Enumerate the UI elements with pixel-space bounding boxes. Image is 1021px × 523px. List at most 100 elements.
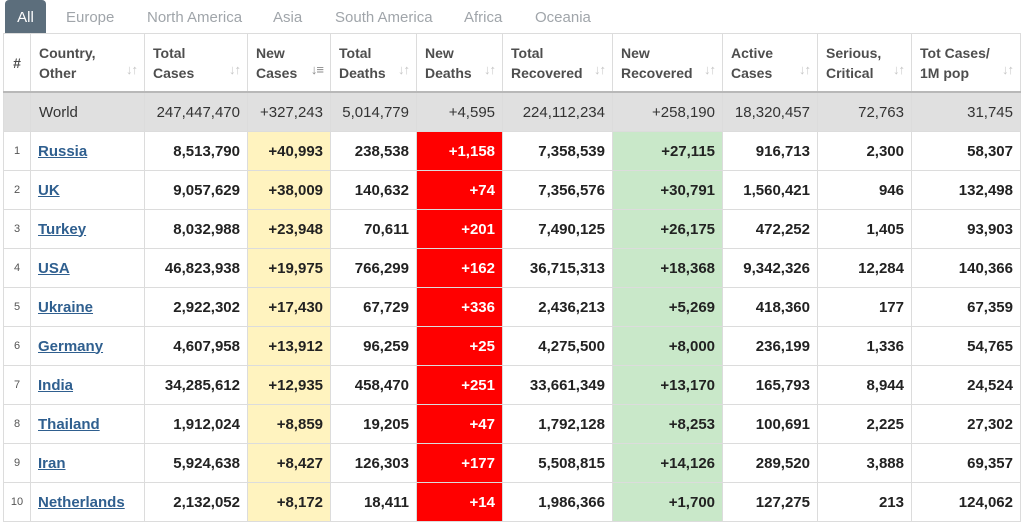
tot-cases-1m-cell: 69,357 (911, 443, 1021, 483)
serious-critical-cell: 3,888 (817, 443, 912, 483)
country-link[interactable]: Russia (38, 142, 88, 160)
country-link[interactable]: India (38, 376, 74, 394)
active-cases-cell: 9,342,326 (722, 248, 818, 288)
column-header-tot-cases-1m[interactable]: Tot Cases/ 1M pop ↓↑ (911, 33, 1021, 93)
rank-cell: 1 (3, 131, 31, 171)
column-header-new-recovered[interactable]: New Recovered ↓↑ (612, 33, 723, 93)
tot-cases-1m-cell: 132,498 (911, 170, 1021, 210)
new-deaths-cell: +177 (416, 443, 503, 483)
total-deaths-cell: 96,259 (330, 326, 417, 366)
table-row: 4 USA 46,823,938 +19,975 766,299 +162 36,715,3… (3, 248, 1021, 288)
column-header-label: Active Cases (731, 44, 774, 81)
new-cases-cell: +8,427 (247, 443, 331, 483)
rank-cell (3, 91, 31, 132)
country-link[interactable]: Ukraine (38, 298, 94, 316)
tab-north-america[interactable]: North America (147, 9, 243, 26)
sort-icon[interactable]: ↓↑ (893, 62, 905, 77)
sort-icon[interactable]: ↓↑ (398, 62, 410, 77)
serious-critical-cell: 2,225 (817, 404, 912, 444)
active-cases-cell: 127,275 (722, 482, 818, 522)
total-recovered-cell: 1,792,128 (502, 404, 613, 444)
total-deaths-cell: 238,538 (330, 131, 417, 171)
column-header-total-recovered[interactable]: Total Recovered ↓↑ (502, 33, 613, 93)
column-header-label: Serious, Critical (826, 44, 882, 81)
new-deaths-cell: +4,595 (416, 91, 503, 132)
country-link[interactable]: Iran (38, 454, 66, 472)
tab-south-america[interactable]: South America (335, 9, 433, 26)
tab-africa[interactable]: Africa (464, 9, 503, 26)
column-header-label: Tot Cases/ 1M pop (920, 44, 990, 81)
country-cell: Iran (30, 443, 145, 483)
serious-critical-cell: 2,300 (817, 131, 912, 171)
country-cell: India (30, 365, 145, 405)
total-deaths-cell: 67,729 (330, 287, 417, 327)
column-header-label: Total Recovered (511, 44, 583, 81)
country-link[interactable]: USA (38, 259, 70, 277)
active-cases-cell: 418,360 (722, 287, 818, 327)
sort-icon[interactable]: ↓↑ (594, 62, 606, 77)
new-cases-cell: +23,948 (247, 209, 331, 249)
column-header-new-deaths[interactable]: New Deaths ↓↑ (416, 33, 503, 93)
tab-oceania[interactable]: Oceania (535, 9, 591, 26)
new-deaths-cell: +336 (416, 287, 503, 327)
country-link[interactable]: Thailand (38, 415, 100, 433)
new-cases-cell: +40,993 (247, 131, 331, 171)
total-recovered-cell: 7,358,539 (502, 131, 613, 171)
total-cases-cell: 1,912,024 (144, 404, 248, 444)
total-recovered-cell: 7,490,125 (502, 209, 613, 249)
country-link[interactable]: Germany (38, 337, 104, 355)
total-recovered-cell: 1,986,366 (502, 482, 613, 522)
country-cell: Russia (30, 131, 145, 171)
country-link[interactable]: Turkey (38, 220, 87, 238)
sort-icon[interactable]: ↓↑ (229, 62, 241, 77)
table-row: 10 Netherlands 2,132,052 +8,172 18,411 +14 1,9… (3, 482, 1021, 522)
rank-cell: 9 (3, 443, 31, 483)
column-header-serious-critical[interactable]: Serious, Critical ↓↑ (817, 33, 912, 93)
sort-desc-icon[interactable]: ↓≡ (310, 62, 324, 77)
column-header-total-cases[interactable]: Total Cases ↓↑ (144, 33, 248, 93)
new-recovered-cell: +1,700 (612, 482, 723, 522)
table-header: # Country, Other ↓↑ Total Cases ↓↑ New Cases ↓… (3, 33, 1021, 93)
rank-cell: 8 (3, 404, 31, 444)
sort-icon[interactable]: ↓↑ (799, 62, 811, 77)
active-cases-cell: 1,560,421 (722, 170, 818, 210)
country-link[interactable]: Netherlands (38, 493, 125, 511)
column-header-new-cases[interactable]: New Cases ↓≡ (247, 33, 331, 93)
country-cell: World (30, 91, 145, 132)
new-cases-cell: +8,859 (247, 404, 331, 444)
tab-asia[interactable]: Asia (273, 9, 303, 26)
serious-critical-cell: 1,336 (817, 326, 912, 366)
table-row: 7 India 34,285,612 +12,935 458,470 +251 33,661… (3, 365, 1021, 405)
column-header-active-cases[interactable]: Active Cases ↓↑ (722, 33, 818, 93)
column-header-total-deaths[interactable]: Total Deaths ↓↑ (330, 33, 417, 93)
column-header-country[interactable]: Country, Other ↓↑ (30, 33, 145, 93)
total-recovered-cell: 33,661,349 (502, 365, 613, 405)
sort-icon[interactable]: ↓↑ (126, 62, 138, 77)
serious-critical-cell: 177 (817, 287, 912, 327)
rank-cell: 5 (3, 287, 31, 327)
active-cases-cell: 289,520 (722, 443, 818, 483)
sort-icon[interactable]: ↓↑ (484, 62, 496, 77)
new-recovered-cell: +18,368 (612, 248, 723, 288)
total-cases-cell: 8,513,790 (144, 131, 248, 171)
table-row: 2 UK 9,057,629 +38,009 140,632 +74 7,356,576 +3… (3, 170, 1021, 210)
new-deaths-cell: +25 (416, 326, 503, 366)
region-tabs: All Europe North America Asia South Amer… (0, 0, 1021, 33)
sort-icon[interactable]: ↓↑ (704, 62, 716, 77)
total-recovered-cell: 36,715,313 (502, 248, 613, 288)
new-recovered-cell: +13,170 (612, 365, 723, 405)
table-row: 5 Ukraine 2,922,302 +17,430 67,729 +336 2,436,… (3, 287, 1021, 327)
serious-critical-cell: 213 (817, 482, 912, 522)
new-cases-cell: +327,243 (247, 91, 331, 132)
table-row: 9 Iran 5,924,638 +8,427 126,303 +177 5,508,815… (3, 443, 1021, 483)
tab-europe[interactable]: Europe (66, 9, 115, 26)
country-cell: UK (30, 170, 145, 210)
country-cell: USA (30, 248, 145, 288)
sort-icon[interactable]: ↓↑ (1002, 62, 1014, 77)
column-header-label: Country, Other (39, 44, 96, 81)
tot-cases-1m-cell: 58,307 (911, 131, 1021, 171)
tab-all[interactable]: All (5, 0, 46, 33)
country-link[interactable]: UK (38, 181, 60, 199)
total-deaths-cell: 70,611 (330, 209, 417, 249)
new-recovered-cell: +8,000 (612, 326, 723, 366)
